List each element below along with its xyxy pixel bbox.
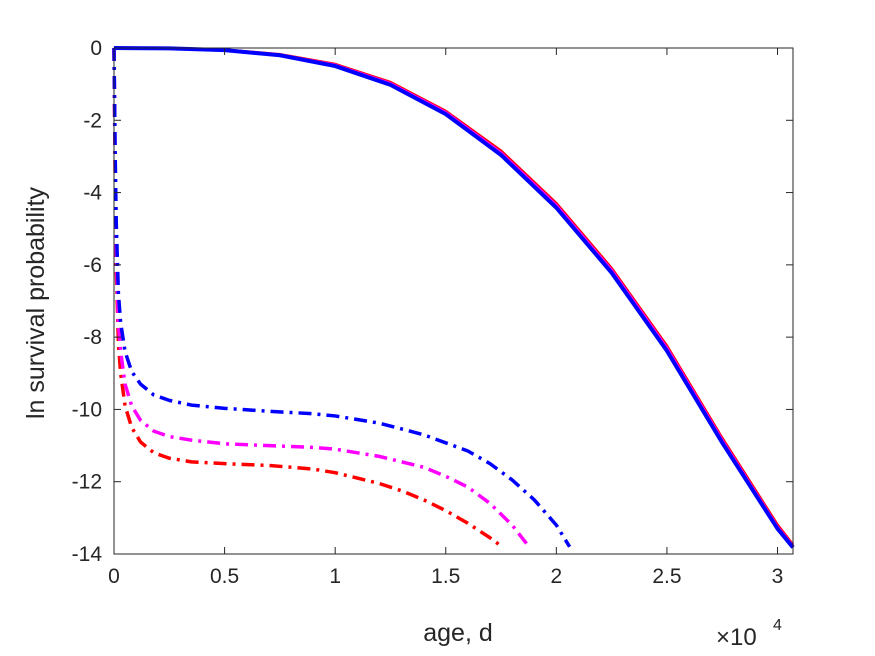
y-tick-label: 0 bbox=[90, 37, 102, 60]
y-tick-label: -2 bbox=[83, 109, 102, 132]
axes-box bbox=[113, 47, 794, 555]
x-tick-label: 3 bbox=[772, 565, 784, 588]
x-tick-label: 2 bbox=[551, 565, 563, 588]
dashdot-series-line bbox=[112, 47, 503, 548]
x-axis-label: age, d bbox=[423, 619, 493, 647]
solid-series-line bbox=[113, 46, 795, 549]
plot-area bbox=[114, 48, 793, 554]
y-tick-label: -12 bbox=[72, 471, 102, 494]
dashdot-series-line bbox=[112, 47, 572, 548]
ticks-layer: 0 0.5 1 1.5 2 2.5 3 0 -2 -4 -6 -8 -10 -12 -14 bbox=[72, 37, 793, 588]
x-exponent-power: 4 bbox=[773, 617, 782, 634]
x-exponent-label: ×10 4 bbox=[716, 617, 782, 651]
y-tick-label: -4 bbox=[83, 182, 102, 205]
y-axis-label: ln survival probability bbox=[22, 186, 50, 419]
x-tick-label: 0 bbox=[108, 565, 120, 588]
y-tick-label: -8 bbox=[83, 326, 102, 349]
x-tick-label: 1.5 bbox=[431, 565, 460, 588]
y-tick-label: -6 bbox=[83, 254, 102, 277]
x-tick-label: 2.5 bbox=[652, 565, 681, 588]
y-tick-label: -10 bbox=[72, 398, 102, 421]
x-tick-label: 0.5 bbox=[210, 565, 239, 588]
x-tick-label: 1 bbox=[329, 565, 341, 588]
x-exponent-base: ×10 bbox=[716, 624, 757, 651]
y-tick-label: -14 bbox=[72, 543, 103, 566]
